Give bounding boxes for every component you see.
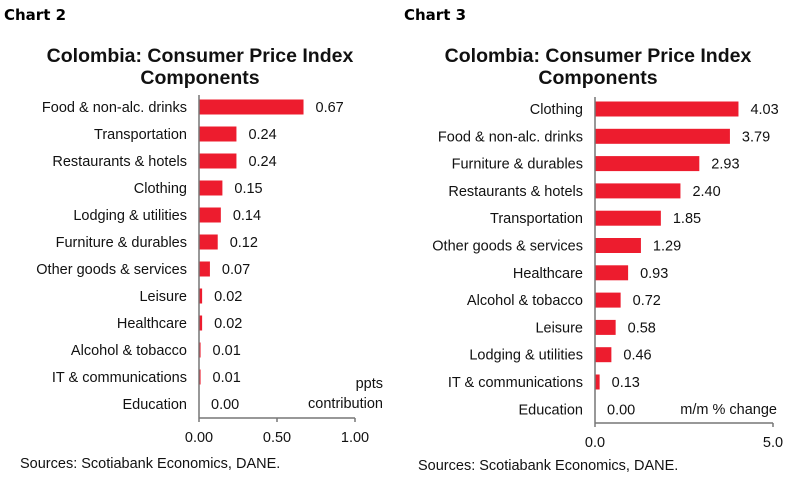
bar [199,126,237,142]
data-label: 0.01 [213,370,241,386]
chart-title: Colombia: Consumer Price Index [445,45,752,67]
unit-label: contribution [308,396,383,412]
bar [595,156,700,172]
bar [595,374,600,390]
data-label: 3.79 [742,129,770,145]
category-label: Restaurants & hotels [448,184,583,200]
data-label: 0.67 [316,100,344,116]
data-label: 0.72 [633,293,661,309]
data-label: 0.46 [623,348,651,364]
x-tick-label: 0.50 [263,430,291,446]
chart-2: Chart 2 Colombia: Consumer Price IndexCom… [4,6,383,472]
unit-label: ppts [356,376,383,392]
bar [199,180,223,196]
category-label: Furniture & durables [452,157,583,173]
category-label: Restaurants & hotels [52,154,187,170]
category-label: IT & communications [448,375,583,391]
data-label: 1.29 [653,239,681,255]
bar [199,369,201,385]
data-label: 0.93 [640,266,668,282]
data-label: 0.24 [248,154,276,170]
category-label: Education [519,402,584,418]
bar [199,153,237,169]
bar [199,99,304,115]
bar [199,315,203,331]
bar [595,238,641,253]
category-label: IT & communications [52,370,187,386]
data-label: 0.14 [233,208,261,224]
x-tick-label: 0.0 [585,435,605,451]
x-tick-label: 0.00 [185,430,213,446]
category-label: Food & non-alc. drinks [42,100,187,116]
data-label: 0.01 [213,343,241,359]
category-label: Transportation [94,127,187,143]
bar [595,210,661,226]
data-label: 0.07 [222,262,250,278]
data-label: 0.00 [211,397,239,413]
category-label: Healthcare [513,266,583,282]
data-label: 4.03 [750,102,778,118]
chart-title: Colombia: Consumer Price Index [47,45,354,67]
bar [595,292,621,308]
data-label: 1.85 [673,211,701,227]
data-label: 2.40 [692,184,720,200]
bar [595,101,739,117]
category-label: Other goods & services [432,239,583,255]
category-label: Other goods & services [36,262,187,278]
bar [595,128,730,144]
bar [595,183,681,199]
chart-3: Chart 3 Colombia: Consumer Price IndexCom… [404,6,783,474]
bar [595,319,616,335]
category-label: Healthcare [117,316,187,332]
category-label: Clothing [134,181,187,197]
chart-title: Components [538,67,657,89]
chart-title: Components [140,67,259,89]
chart-header: Chart 2 [4,6,66,24]
bar [199,234,218,250]
category-label: Food & non-alc. drinks [438,129,583,145]
data-label: 0.13 [612,375,640,391]
data-label: 0.15 [234,181,262,197]
bar [595,347,612,363]
x-tick-label: 1.00 [341,430,369,446]
category-label: Furniture & durables [56,235,187,251]
category-label: Leisure [139,289,187,305]
category-label: Education [123,397,188,413]
category-label: Leisure [535,320,583,336]
category-label: Alcohol & tobacco [467,293,583,309]
bar [199,261,210,277]
data-label: 0.00 [607,402,635,418]
category-label: Lodging & utilities [469,348,583,364]
bar [595,265,629,281]
unit-label: m/m % change [680,402,777,418]
data-label: 0.02 [214,289,242,305]
data-label: 0.24 [248,127,276,143]
bar [199,288,203,304]
data-label: 2.93 [711,157,739,173]
data-label: 0.12 [230,235,258,251]
source-note: Sources: Scotiabank Economics, DANE. [418,458,678,474]
source-note: Sources: Scotiabank Economics, DANE. [20,456,280,472]
bar [199,207,221,223]
chart-header: Chart 3 [404,6,466,24]
x-tick-label: 5.0 [763,435,783,451]
category-label: Alcohol & tobacco [71,343,187,359]
data-label: 0.58 [628,320,656,336]
category-label: Clothing [530,102,583,118]
category-label: Lodging & utilities [73,208,187,224]
data-label: 0.02 [214,316,242,332]
category-label: Transportation [490,211,583,227]
bar [199,342,201,358]
